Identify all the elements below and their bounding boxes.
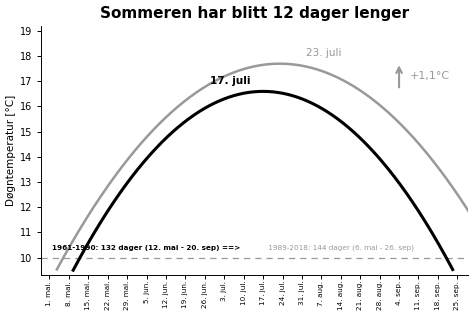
Text: 1961-1990: 132 dager (12. mai - 20. sep) ==>: 1961-1990: 132 dager (12. mai - 20. sep)… <box>52 245 241 251</box>
Title: Sommeren har blitt 12 dager lenger: Sommeren har blitt 12 dager lenger <box>100 6 410 21</box>
Text: 23. juli: 23. juli <box>306 48 342 58</box>
Text: 17. juli: 17. juli <box>210 76 250 86</box>
Text: +1,1°C: +1,1°C <box>410 71 450 81</box>
Y-axis label: Døgntemperatur [°C]: Døgntemperatur [°C] <box>6 95 16 206</box>
Text: 1989-2018: 144 dager (6. mai - 26. sep): 1989-2018: 144 dager (6. mai - 26. sep) <box>266 245 414 251</box>
